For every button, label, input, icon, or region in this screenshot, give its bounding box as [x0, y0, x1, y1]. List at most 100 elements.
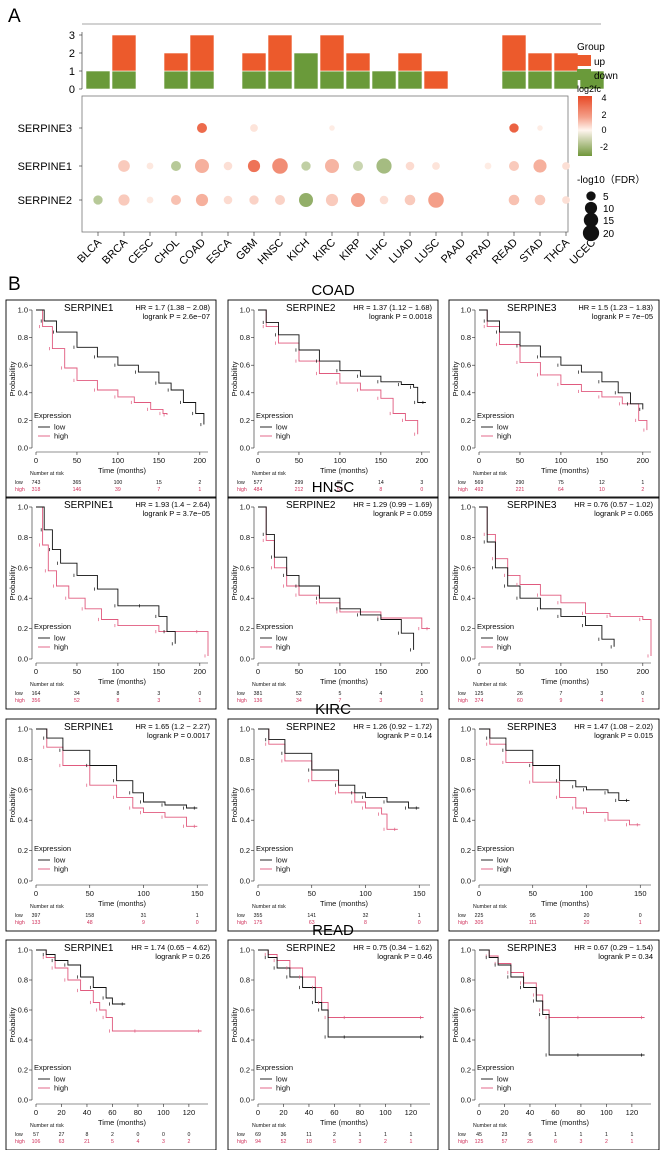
- dot-point: [118, 194, 130, 206]
- km-risk-high-value: 9: [559, 698, 562, 704]
- bar-y-tick-label: 2: [69, 48, 75, 60]
- dot-point: [195, 193, 209, 207]
- km-y-tick-label: 0.2: [240, 846, 250, 855]
- km-risk-high-value: 221: [516, 487, 525, 493]
- km-y-tick-label: 0.6: [240, 563, 250, 572]
- bar-segment-up: [241, 52, 267, 72]
- km-risk-high-value: 212: [295, 487, 304, 493]
- km-x-tick-label: 100: [359, 889, 372, 898]
- km-risk-low-value: 0: [641, 691, 644, 697]
- bar-segment-down: [319, 70, 345, 90]
- km-y-tick-label: 0.8: [240, 533, 250, 542]
- km-x-tick-label: 120: [183, 1108, 196, 1117]
- km-legend-low: low: [54, 1075, 66, 1084]
- dot-point: [272, 158, 288, 174]
- dot-point: [195, 159, 209, 173]
- km-risk-high-value: 4: [600, 698, 603, 704]
- km-risk-low-value: 69: [255, 1132, 261, 1138]
- dot-point: [197, 123, 207, 133]
- km-risk-low-value: 0: [639, 913, 642, 919]
- km-plot-frame: [5, 299, 217, 499]
- km-risk-low-value: 57: [33, 1132, 39, 1138]
- cancer-tick-label: READ: [490, 237, 520, 267]
- km-x-tick-label: 0: [477, 889, 481, 898]
- bar-segment-up: [319, 34, 345, 72]
- km-risk-low-value: 141: [307, 913, 316, 919]
- bar-segment-down: [85, 70, 111, 90]
- km-y-tick-label: 0.8: [461, 976, 471, 985]
- dot-plot: SERPINE3 SERPINE1 SERPINE2 BLCABRCACESCCHOL…: [18, 95, 598, 268]
- gene-row-label: SERPINE2: [18, 195, 72, 207]
- km-risk-high-label: high: [458, 1139, 468, 1145]
- km-hr-label: HR = 1.37 (1.12 − 1.68): [353, 303, 432, 312]
- cancer-group-title: READ: [312, 922, 354, 939]
- dot-point: [484, 162, 492, 170]
- km-plot-frame: [5, 496, 217, 710]
- km-logrank-label: logrank P = 7e−05: [592, 312, 653, 321]
- dot-point: [118, 160, 130, 172]
- km-y-tick-label: 0.4: [18, 1036, 28, 1045]
- km-y-axis-title: Probability: [8, 361, 17, 396]
- km-risk-high-label: high: [15, 487, 25, 493]
- km-risk-low-value: 1: [579, 1132, 582, 1138]
- km-risk-low-label: low: [458, 480, 466, 486]
- km-hr-label: HR = 1.26 (0.92 − 1.72): [353, 722, 432, 731]
- km-y-tick-label: 0.2: [461, 624, 471, 633]
- dot-point: [509, 161, 519, 171]
- km-y-tick-label: 0.4: [240, 816, 250, 825]
- km-risk-high-value: 52: [337, 487, 343, 493]
- km-x-tick-label: 150: [413, 889, 426, 898]
- km-legend-title: Expression: [477, 622, 514, 631]
- km-risk-low-label: low: [237, 480, 245, 486]
- km-x-tick-label: 0: [34, 667, 38, 676]
- km-risk-high-value: 1: [630, 1139, 633, 1145]
- bar-segment-down: [163, 70, 189, 90]
- km-y-tick-label: 0.8: [461, 333, 471, 342]
- km-x-axis-title: Time (months): [98, 1118, 147, 1127]
- km-logrank-label: logrank P = 0.015: [594, 731, 653, 740]
- km-risk-high-value: 5: [333, 1139, 336, 1145]
- km-risk-low-label: low: [458, 1132, 466, 1138]
- km-risk-title: Number at risk: [252, 1123, 286, 1129]
- km-y-tick-label: 0.4: [461, 1036, 471, 1045]
- km-legend-low: low: [276, 423, 288, 432]
- km-risk-low-value: 3: [600, 691, 603, 697]
- km-gene-label: SERPINE3: [507, 500, 557, 511]
- km-logrank-label: logrank P = 0.46: [377, 952, 432, 961]
- km-x-tick-label: 50: [516, 667, 524, 676]
- km-x-axis-title: Time (months): [320, 899, 369, 908]
- km-x-tick-label: 200: [416, 456, 429, 465]
- size-legend-dot: [584, 201, 598, 215]
- km-x-tick-label: 20: [500, 1108, 508, 1117]
- km-legend-low: low: [497, 1075, 509, 1084]
- km-plot-frame: [227, 496, 439, 710]
- dot-point: [404, 194, 416, 206]
- km-risk-low-value: 95: [530, 913, 536, 919]
- km-y-tick-label: 0.2: [18, 416, 28, 425]
- km-legend-high: high: [54, 865, 68, 874]
- km-y-tick-label: 0.4: [461, 816, 471, 825]
- km-x-axis-title: Time (months): [320, 466, 369, 475]
- km-risk-low-value: 7: [559, 691, 562, 697]
- km-hr-label: HR = 1.7 (1.38 − 2.08): [135, 303, 210, 312]
- km-y-tick-label: 0.6: [18, 361, 28, 370]
- km-y-tick-label: 0.0: [461, 877, 471, 886]
- km-risk-low-value: 12: [599, 480, 605, 486]
- km-logrank-label: logrank P = 0.0017: [147, 731, 210, 740]
- size-legend-label: 15: [603, 216, 615, 227]
- km-x-tick-label: 50: [86, 889, 94, 898]
- km-plot: 0.0 0.2 0.4 0.6 0.8 1.0 0 50 100 150 Time (months)…: [448, 718, 660, 932]
- km-x-tick-label: 0: [34, 889, 38, 898]
- km-y-tick-label: 0.6: [18, 785, 28, 794]
- km-y-tick-label: 0.6: [461, 563, 471, 572]
- km-risk-low-value: 0: [162, 1132, 165, 1138]
- dot-point: [509, 123, 519, 133]
- bar-segment-up: [267, 34, 293, 72]
- km-y-tick-label: 0.2: [18, 1066, 28, 1075]
- km-risk-title: Number at risk: [30, 904, 64, 910]
- cancer-tick-label: PRAD: [464, 237, 494, 267]
